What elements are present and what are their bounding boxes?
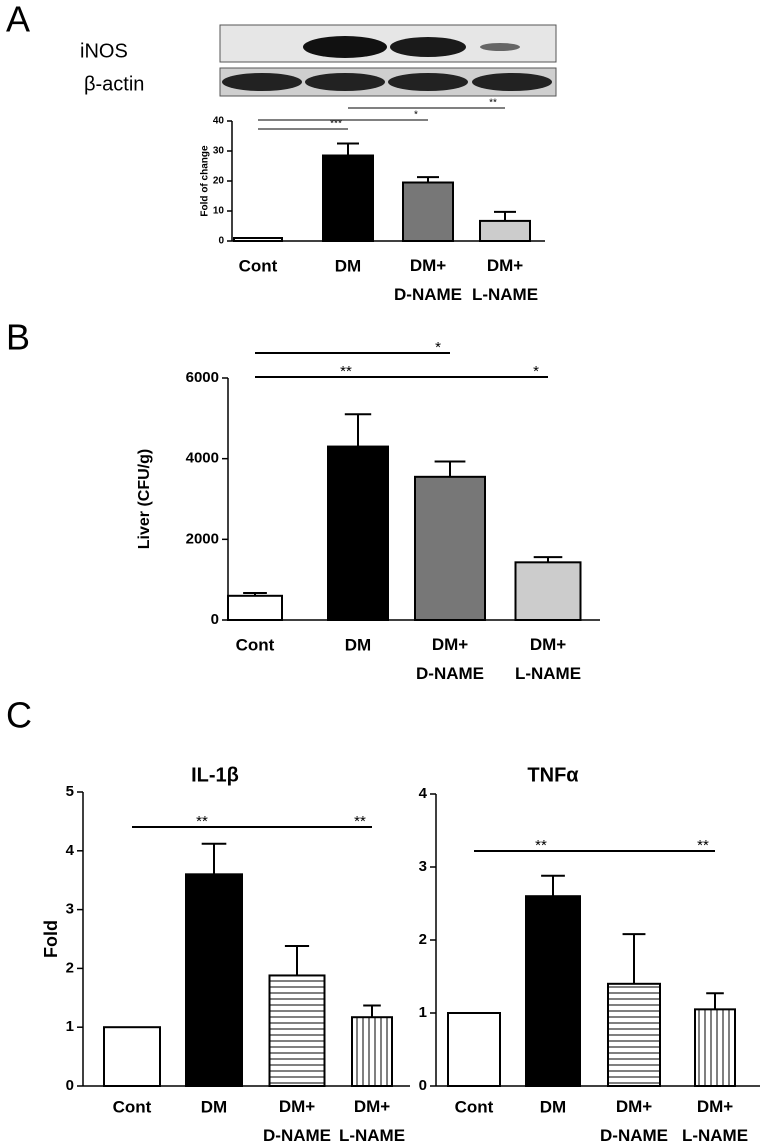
significance-label: * bbox=[533, 363, 539, 380]
y-tick-label: 2 bbox=[419, 931, 427, 948]
y-tick-label: 3 bbox=[419, 858, 427, 875]
y-axis-label: Liver (CFU/g) bbox=[136, 449, 153, 549]
bar bbox=[268, 974, 326, 1087]
bar bbox=[607, 982, 661, 1087]
panel-label: A bbox=[6, 0, 30, 40]
chart-title: TNFα bbox=[527, 764, 579, 786]
bar bbox=[447, 1012, 501, 1087]
bar bbox=[402, 181, 454, 242]
y-tick-label: 0 bbox=[419, 1077, 427, 1094]
bar bbox=[227, 594, 283, 621]
x-tick-label: DM+ D-NAME bbox=[416, 635, 484, 683]
y-tick-label: 4 bbox=[419, 785, 428, 802]
bar bbox=[414, 475, 486, 622]
bar bbox=[103, 1026, 161, 1087]
significance-label: ** bbox=[196, 813, 208, 830]
bar bbox=[694, 1008, 736, 1087]
bar bbox=[185, 873, 243, 1087]
blot-label: β-actin bbox=[84, 73, 144, 95]
y-tick-label: 20 bbox=[213, 176, 225, 187]
significance-label: * bbox=[435, 339, 441, 356]
x-tick-label: Cont bbox=[239, 256, 278, 275]
y-tick-label: 10 bbox=[213, 206, 225, 217]
x-tick-label: DM bbox=[540, 1097, 566, 1116]
blot-label: iNOS bbox=[80, 40, 128, 62]
bar bbox=[322, 154, 374, 242]
significance-label: ** bbox=[489, 98, 497, 109]
bar bbox=[327, 445, 389, 622]
y-tick-label: 0 bbox=[211, 611, 219, 628]
y-tick-label: 3 bbox=[66, 901, 74, 918]
x-tick-label: DM+ D-NAME bbox=[394, 256, 462, 304]
panel-label: B bbox=[6, 317, 30, 358]
bar bbox=[479, 219, 531, 242]
bar bbox=[351, 1016, 393, 1087]
x-tick-label: DM+ D-NAME bbox=[263, 1097, 331, 1145]
significance-label: *** bbox=[330, 119, 342, 130]
chart-title: IL-1β bbox=[191, 764, 239, 786]
y-tick-label: 4 bbox=[66, 842, 75, 859]
y-tick-label: 0 bbox=[218, 236, 224, 247]
x-tick-label: Cont bbox=[113, 1097, 152, 1116]
y-tick-label: 1 bbox=[419, 1004, 427, 1021]
significance-label: ** bbox=[354, 813, 366, 830]
y-tick-label: 2 bbox=[66, 959, 74, 976]
y-tick-label: 30 bbox=[213, 146, 225, 157]
y-axis-label: Fold of change bbox=[200, 145, 211, 217]
x-tick-label: DM+ L-NAME bbox=[515, 635, 581, 683]
significance-label: * bbox=[414, 110, 418, 121]
bar bbox=[514, 561, 582, 621]
y-tick-label: 6000 bbox=[186, 369, 219, 386]
y-tick-label: 40 bbox=[213, 116, 225, 127]
significance-label: ** bbox=[535, 837, 547, 854]
x-tick-label: Cont bbox=[455, 1097, 494, 1116]
y-axis-label: Fold bbox=[41, 920, 61, 958]
y-tick-label: 1 bbox=[66, 1018, 74, 1035]
x-tick-label: Cont bbox=[236, 635, 275, 654]
y-tick-label: 5 bbox=[66, 783, 74, 800]
x-tick-label: DM bbox=[201, 1097, 227, 1116]
panel-label: C bbox=[6, 695, 32, 736]
bar bbox=[525, 895, 581, 1088]
significance-label: ** bbox=[697, 837, 709, 854]
western-blot bbox=[219, 24, 557, 97]
y-tick-label: 2000 bbox=[186, 530, 219, 547]
x-tick-label: DM bbox=[345, 635, 371, 654]
x-tick-label: DM bbox=[335, 256, 361, 275]
x-tick-label: DM+ L-NAME bbox=[472, 256, 538, 304]
x-tick-label: DM+ D-NAME bbox=[600, 1097, 668, 1145]
significance-label: ** bbox=[340, 363, 352, 380]
y-tick-label: 0 bbox=[66, 1077, 74, 1094]
x-tick-label: DM+ L-NAME bbox=[339, 1097, 405, 1145]
y-tick-label: 4000 bbox=[186, 450, 219, 467]
x-tick-label: DM+ L-NAME bbox=[682, 1097, 748, 1145]
